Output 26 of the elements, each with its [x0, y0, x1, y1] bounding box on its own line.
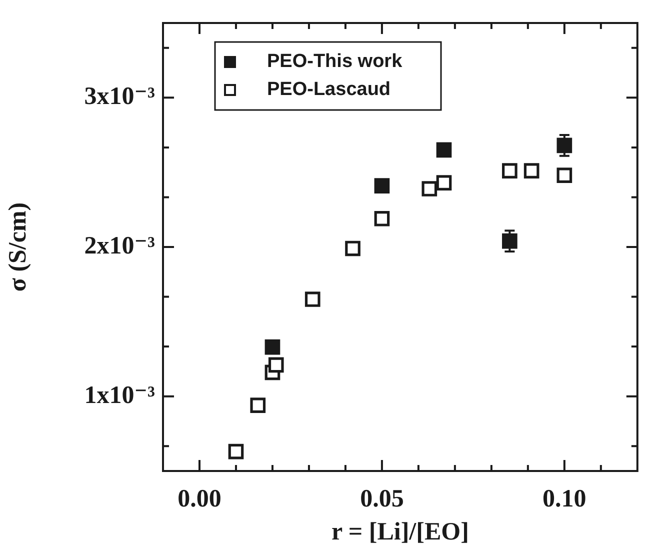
legend-label: PEO-Lascaud — [267, 79, 391, 100]
point — [556, 138, 572, 154]
point — [345, 240, 360, 256]
point — [264, 339, 280, 355]
x-axis-title: r = [Li]/[EO] — [332, 518, 469, 546]
point — [374, 210, 390, 226]
y-tick-label: 3x10⁻³ — [84, 83, 155, 110]
point — [268, 357, 284, 373]
point — [556, 168, 572, 183]
point — [502, 163, 518, 179]
point — [250, 398, 266, 413]
legend-label: PEO-This work — [267, 51, 403, 72]
y-tick-label: 1x10⁻³ — [84, 382, 155, 409]
point — [436, 175, 452, 190]
point — [422, 181, 438, 196]
point — [374, 178, 390, 194]
point — [436, 142, 452, 158]
y-tick-label: 2x10⁻³ — [84, 232, 155, 260]
y-axis-title: σ (S/cm) — [4, 202, 32, 292]
point — [304, 292, 320, 307]
point — [524, 163, 540, 179]
x-tick-label: 0.10 — [542, 485, 586, 512]
point — [502, 233, 518, 249]
x-tick-label: 0.00 — [178, 485, 222, 512]
point — [228, 444, 244, 460]
x-tick-label: 0.05 — [360, 485, 404, 512]
